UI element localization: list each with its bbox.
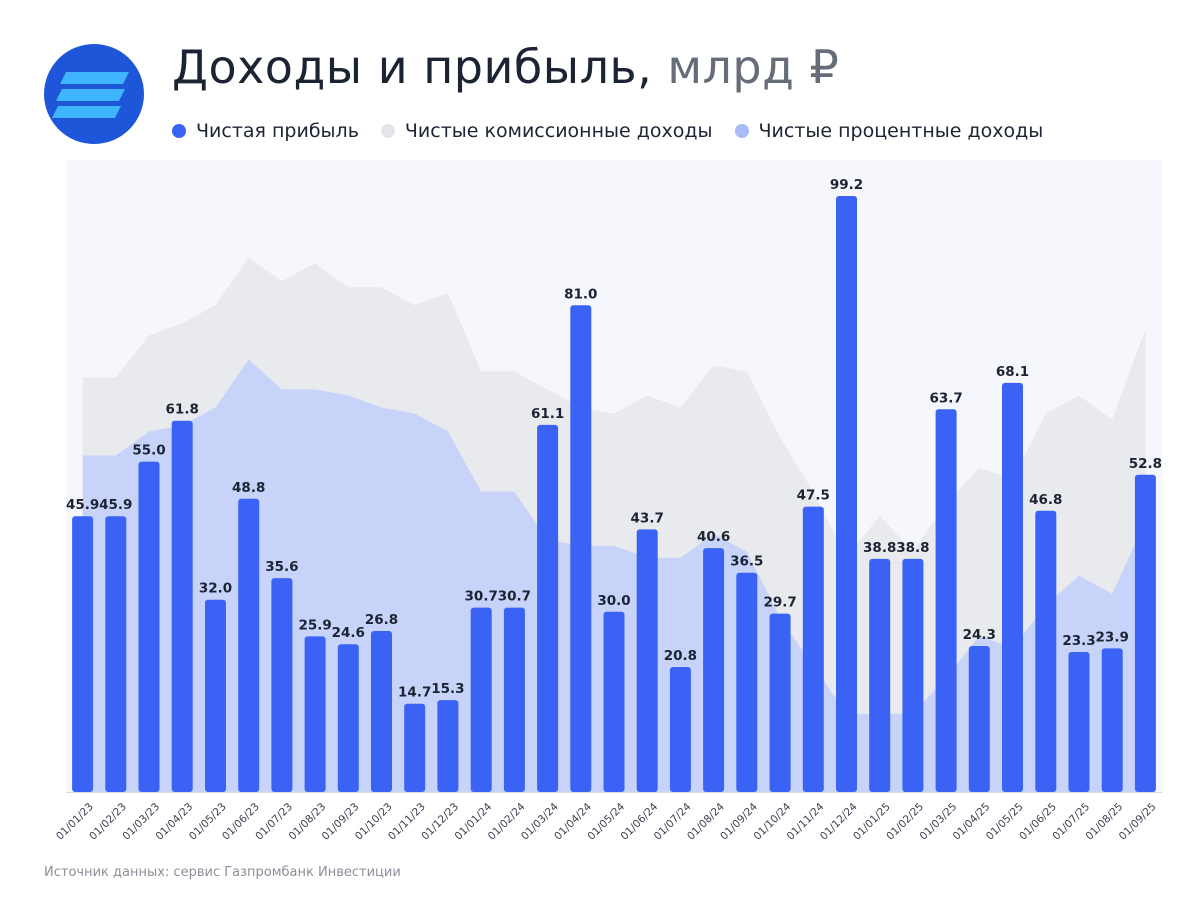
bar-value-label: 24.3 [963, 627, 996, 643]
bar-01-01-25 [869, 558, 891, 792]
bar-value-label: 29.7 [763, 595, 796, 611]
legend-item-commission: Чистые комиссионные доходы [380, 120, 713, 142]
bar-01-03-24 [537, 424, 559, 792]
bar-value-label: 35.6 [265, 559, 298, 575]
page-title: Доходы и прибыль, млрд ₽ [172, 40, 839, 94]
bar-value-label: 48.8 [232, 480, 265, 496]
bar-value-label: 45.9 [66, 497, 99, 513]
bar-01-06-24 [636, 529, 658, 792]
bar-value-label: 30.0 [597, 593, 630, 609]
bar-value-label: 30.7 [465, 589, 498, 605]
bar-value-label: 55.0 [132, 443, 165, 459]
bar-value-label: 81.0 [564, 286, 597, 302]
bar-value-label: 24.6 [332, 625, 365, 641]
bar-01-01-23 [72, 516, 94, 792]
bar-value-label: 61.1 [531, 406, 564, 422]
bar-01-05-25 [1002, 382, 1023, 792]
bar-01-07-25 [1068, 652, 1090, 792]
legend-dot-net-profit [172, 124, 186, 138]
brand-logo [44, 44, 144, 144]
legend-label-net-profit: Чистая прибыль [196, 120, 359, 142]
bar-value-label: 68.1 [996, 364, 1029, 380]
bar-01-03-23 [138, 461, 160, 792]
bar-value-label: 63.7 [929, 390, 962, 406]
bar-value-label: 25.9 [298, 617, 331, 633]
bar-01-03-25 [935, 409, 957, 792]
title-main: Доходы и прибыль, [172, 40, 653, 94]
bar-value-label: 26.8 [365, 612, 398, 628]
bar-01-07-23 [271, 578, 293, 792]
bar-value-label: 43.7 [631, 510, 664, 526]
title-unit: млрд ₽ [667, 40, 840, 94]
bar-value-label: 40.6 [697, 529, 730, 545]
bar-01-04-24 [570, 305, 592, 792]
legend-label-commission: Чистые комиссионные доходы [404, 120, 713, 142]
bar-01-08-24 [703, 548, 725, 792]
bar-01-02-23 [105, 516, 127, 792]
bar-01-11-23 [404, 703, 426, 792]
bar-value-label: 23.9 [1096, 629, 1129, 645]
bar-value-label: 47.5 [797, 488, 830, 504]
bar-01-11-24 [802, 506, 824, 792]
bar-01-09-24 [736, 572, 758, 792]
stacked-stripes-icon [52, 72, 129, 118]
legend-item-interest: Чистые процентные доходы [734, 120, 1044, 142]
bar-01-12-24 [836, 196, 857, 792]
bar-01-10-24 [769, 613, 791, 792]
bar-value-label: 14.7 [398, 685, 431, 701]
bar-01-06-25 [1035, 510, 1057, 792]
legend-item-net-profit: Чистая прибыль [172, 120, 359, 142]
bar-01-07-24 [669, 667, 691, 792]
bar-value-label: 32.0 [199, 581, 232, 597]
bar-value-label: 61.8 [166, 402, 199, 418]
bar-value-label: 38.8 [896, 540, 929, 556]
bar-value-label: 38.8 [863, 540, 896, 556]
bar-value-label: 36.5 [730, 554, 763, 570]
bar-01-06-23 [238, 498, 260, 792]
bar-01-02-25 [902, 558, 924, 792]
bar-01-10-23 [371, 631, 392, 792]
bar-value-label: 30.7 [498, 589, 531, 605]
bar-01-05-24 [603, 611, 625, 792]
bar-01-04-25 [968, 646, 990, 792]
bar-01-08-23 [304, 636, 326, 792]
bar-value-label: 99.2 [830, 177, 863, 193]
bar-value-label: 20.8 [664, 648, 697, 664]
bar-value-label: 15.3 [431, 681, 464, 697]
bar-value-label: 23.3 [1062, 633, 1095, 649]
chart-legend: Чистая прибыль Чистые комиссионные доход… [172, 120, 1043, 142]
bar-01-09-25 [1134, 474, 1156, 792]
bar-01-02-24 [503, 607, 525, 792]
bar-01-05-23 [205, 599, 226, 792]
bar-01-08-25 [1101, 648, 1123, 792]
source-note: Источник данных: сервис Газпромбанк Инве… [44, 865, 401, 880]
bar-01-01-24 [470, 607, 492, 792]
bar-01-12-23 [437, 700, 459, 792]
bar-01-09-23 [337, 644, 359, 792]
bar-value-label: 52.8 [1129, 456, 1162, 472]
legend-dot-interest [734, 124, 749, 138]
legend-dot-commission [380, 124, 395, 138]
legend-label-interest: Чистые процентные доходы [758, 120, 1044, 142]
bar-value-label: 45.9 [99, 497, 132, 513]
bar-value-label: 46.8 [1029, 492, 1062, 508]
bar-01-04-23 [171, 420, 193, 792]
